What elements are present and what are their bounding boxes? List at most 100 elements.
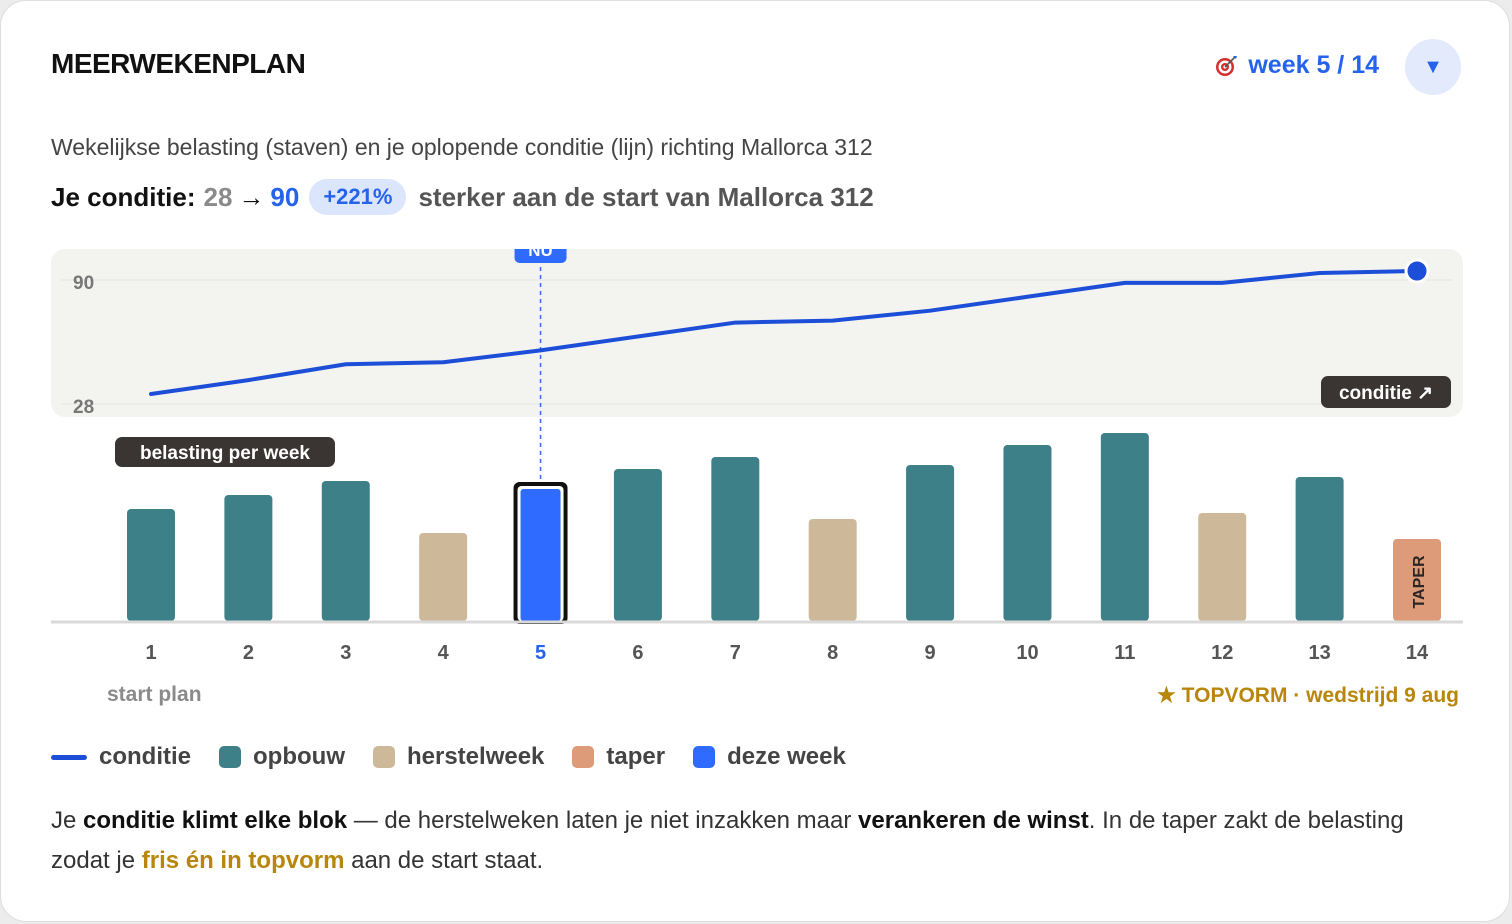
bar-fill <box>321 481 370 621</box>
x-tick-label: 12 <box>1211 642 1233 664</box>
bar-week-6[interactable] <box>613 469 662 621</box>
condition-line <box>149 269 1419 396</box>
legend-item-deze-week: deze week <box>693 743 846 771</box>
topvorm-label: ★ TOPVORM · wedstrijd 9 aug <box>1157 684 1459 707</box>
legend-item-opbouw: opbouw <box>219 743 345 771</box>
legend-line-swatch <box>51 754 87 760</box>
bar-week-8[interactable] <box>808 519 857 621</box>
condition-suffix: sterker aan de start van Mallorca 312 <box>418 181 874 212</box>
bar-fill <box>224 495 273 621</box>
x-tick-label: 1 <box>145 642 156 664</box>
bar-fill <box>127 509 175 621</box>
condition-point <box>831 319 835 323</box>
condition-summary: Je conditie: 28 → 90 +221% sterker aan d… <box>51 179 874 215</box>
condition-point <box>1123 281 1127 285</box>
chart-subtitle: Wekelijkse belasting (staven) en je oplo… <box>51 134 873 160</box>
bar-fill <box>1393 539 1441 621</box>
chevron-down-icon: ▼ <box>1423 55 1443 78</box>
legend-item-herstelweek: herstelweek <box>372 743 545 771</box>
bar-fill <box>906 465 955 621</box>
x-tick-label: 2 <box>243 642 254 664</box>
bar-week-9[interactable] <box>906 465 955 621</box>
bar-week-5[interactable] <box>513 482 568 624</box>
bar-week-7[interactable] <box>711 457 760 621</box>
x-tick-label: 8 <box>827 642 838 664</box>
chart-legend: conditie opbouw herstelweek taper deze w… <box>51 743 874 771</box>
x-tick-label: 13 <box>1308 642 1330 664</box>
bar-fill <box>1003 445 1052 621</box>
condition-point <box>1318 271 1322 275</box>
card-title: MEERWEKENPLAN <box>51 48 306 79</box>
condition-endpoint <box>1404 258 1430 284</box>
desc-text: . In de taper zakt de belasting zodat je <box>51 807 1404 874</box>
load-tag-text: belasting per week <box>140 443 310 464</box>
bar-fill <box>1295 477 1344 621</box>
x-tick-label: 6 <box>632 642 643 664</box>
bar-week-13[interactable] <box>1295 477 1344 621</box>
condition-change-badge: +221% <box>309 179 407 215</box>
legend-swatch <box>219 746 242 768</box>
condition-point <box>928 309 932 313</box>
plan-description: Je conditie klimt elke blok — de herstel… <box>51 801 1451 881</box>
condition-panel <box>51 249 1463 417</box>
legend-swatch <box>693 746 716 768</box>
week-indicator: week 5 / 14 <box>1214 51 1379 80</box>
week-dropdown-button[interactable]: ▼ <box>1405 39 1461 95</box>
bar-fill <box>613 469 662 621</box>
condition-point <box>733 321 737 325</box>
condition-point <box>246 378 250 382</box>
legend-label: conditie <box>99 743 192 770</box>
legend-item-taper: taper <box>572 743 665 771</box>
x-tick-label: 7 <box>730 642 741 664</box>
condition-point <box>1220 281 1224 285</box>
condition-from: 28 <box>203 181 233 212</box>
y-tick-bottom: 28 <box>73 397 94 418</box>
legend-item-conditie: conditie <box>51 743 191 771</box>
legend-swatch <box>572 746 595 768</box>
now-badge-mask <box>510 231 571 249</box>
bar-fill <box>1100 433 1149 621</box>
bar-week-2[interactable] <box>224 495 273 621</box>
bar-fill <box>520 489 561 621</box>
bar-week-3[interactable] <box>321 481 370 621</box>
legend-label: opbouw <box>253 743 345 770</box>
condition-point <box>1025 295 1029 299</box>
taper-bar-label: TAPER <box>1411 555 1428 608</box>
x-tick-label: 3 <box>340 642 351 664</box>
load-tag: belasting per week <box>115 437 335 467</box>
condition-point <box>539 348 543 352</box>
bar-week-11[interactable] <box>1100 433 1149 621</box>
condition-label: Je conditie: <box>51 181 196 212</box>
bar-week-1[interactable] <box>127 509 175 621</box>
condition-to: 90 <box>270 181 300 212</box>
bar-fill <box>419 533 468 621</box>
desc-bold: verankeren de winst <box>858 807 1089 834</box>
x-tick-label: 9 <box>925 642 936 664</box>
desc-highlight: fris én in topvorm <box>141 847 345 874</box>
desc-bold: conditie klimt elke blok <box>83 807 348 834</box>
bar-week-14[interactable]: TAPER <box>1393 539 1441 621</box>
desc-text: — de herstelweken laten je niet inzakken… <box>347 807 859 834</box>
x-tick-label: 14 <box>1406 642 1429 664</box>
x-tick-label: 5 <box>535 642 546 664</box>
bar-week-12[interactable] <box>1198 513 1247 621</box>
condition-point <box>441 360 445 364</box>
condition-point <box>636 334 640 338</box>
condition-tag: conditie ↗ <box>1321 376 1451 408</box>
desc-text: Je <box>51 807 84 834</box>
week-indicator-text: week 5 / 14 <box>1248 51 1379 79</box>
start-plan-label: start plan <box>107 683 202 706</box>
bar-fill <box>808 519 857 621</box>
legend-label: taper <box>606 743 666 770</box>
condition-tag-text: conditie ↗ <box>1339 383 1433 404</box>
arrow-right-icon: → <box>238 181 265 212</box>
bar-week-4[interactable] <box>419 533 468 621</box>
x-tick-label: 11 <box>1114 642 1135 664</box>
bar-week-10[interactable] <box>1003 445 1052 621</box>
legend-label: deze week <box>727 743 846 770</box>
legend-label: herstelweek <box>406 743 545 770</box>
x-tick-label: 4 <box>438 642 450 664</box>
y-tick-top: 90 <box>73 273 94 294</box>
legend-swatch <box>372 746 395 768</box>
